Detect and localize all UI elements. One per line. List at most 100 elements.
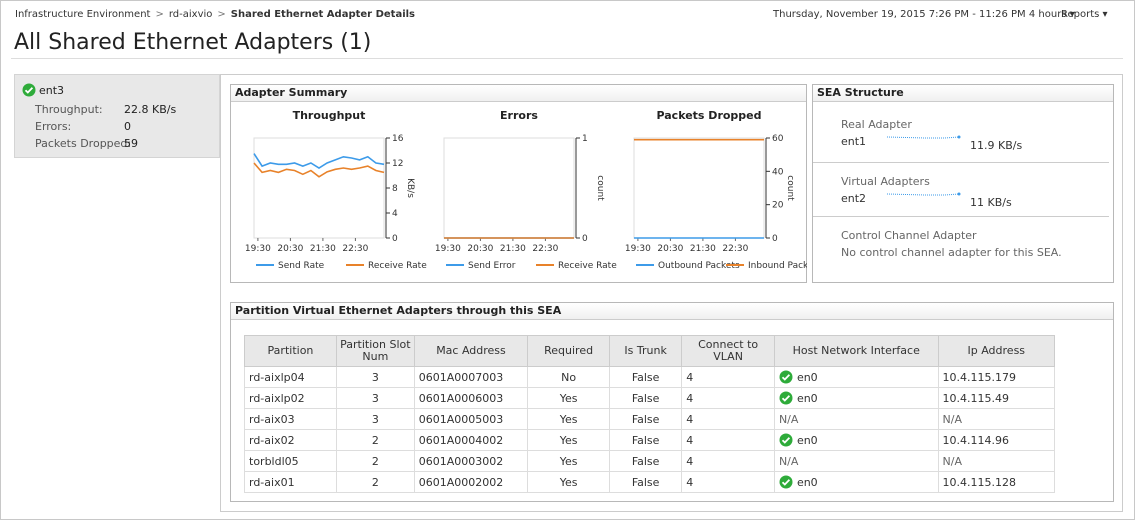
cell-text: en0 — [796, 392, 818, 405]
series-line — [253, 153, 385, 169]
cell: rd-aix03 — [244, 408, 337, 430]
x-tick-label: 22:30 — [722, 244, 748, 254]
cell: 0601A0003002 — [413, 450, 529, 472]
divider — [11, 58, 1123, 59]
panel-title: SEA Structure — [813, 85, 1113, 102]
legend-label: Receive Rate — [558, 261, 617, 271]
sparkline — [886, 192, 961, 196]
cell-text: en0 — [796, 371, 818, 384]
adapter-summary-panel: Adapter Summary — [230, 84, 807, 283]
y-tick-label: 40 — [772, 167, 784, 177]
x-tick-label: 20:30 — [657, 244, 683, 254]
chart-title: Packets Dropped — [656, 109, 761, 122]
cell-text: en0 — [796, 434, 818, 447]
time-range[interactable]: Thursday, November 19, 2015 7:26 PM - 11… — [773, 9, 1075, 20]
cell: rd-aix02 — [244, 429, 337, 451]
cell: 0601A0002002 — [413, 471, 529, 493]
chart-title: Throughput — [293, 109, 366, 122]
cell: en0 — [773, 387, 939, 409]
cell: 3 — [335, 387, 415, 409]
cell: rd-aixlp02 — [244, 387, 337, 409]
virtual-label: Virtual Adapters — [841, 175, 930, 188]
legend-label: Inbound Pack — [748, 261, 807, 271]
y-tick-label: 8 — [392, 184, 398, 194]
page-title: All Shared Ethernet Adapters (1) — [14, 30, 372, 55]
reports-menu[interactable]: Reports ▾ — [1061, 9, 1108, 20]
status-icon — [779, 391, 793, 405]
status-icon — [779, 370, 793, 384]
crumb[interactable]: rd-aixvio — [168, 9, 213, 20]
stat-value: 22.8 KB/s — [124, 103, 177, 116]
stat-label: Packets Dropped: — [35, 137, 132, 150]
crumb-current: Shared Ethernet Adapter Details — [230, 9, 416, 20]
control-text: No control channel adapter for this SEA. — [841, 246, 1062, 259]
y-axis-label: count — [595, 175, 605, 201]
virtual-value: 11 KB/s — [970, 196, 1012, 209]
table-row: rd-aixlp04 3 0601A0007003 No False 4 en0 10.4.1… — [244, 366, 1056, 388]
column-header: Partition — [244, 335, 337, 367]
panel-title: Adapter Summary — [231, 85, 806, 102]
cell: Yes — [527, 471, 610, 493]
y-tick-label: 20 — [772, 201, 784, 211]
cell: 3 — [335, 408, 415, 430]
content — [220, 74, 1123, 512]
cell: torbldl05 — [244, 450, 337, 472]
cell: en0 — [773, 366, 939, 388]
table-row: torbldl05 2 0601A0003002 Yes False 4 N/A N/A — [244, 450, 1056, 472]
sparkline — [886, 135, 961, 139]
cell: 4 — [681, 408, 775, 430]
x-tick-label: 19:30 — [625, 244, 651, 254]
real-value: 11.9 KB/s — [970, 139, 1023, 152]
cell: 2 — [335, 429, 415, 451]
y-tick-label: 12 — [392, 159, 403, 169]
time-text: Thursday, November 19, 2015 7:26 PM - 11… — [773, 9, 1026, 20]
y-tick-label: 0 — [772, 234, 778, 244]
cell-text: en0 — [796, 476, 818, 489]
y-tick-label: 4 — [392, 209, 398, 219]
real-name: ent1 — [841, 135, 867, 148]
legend-label: Send Rate — [278, 261, 325, 271]
cell: rd-aix01 — [244, 471, 337, 493]
y-axis-label: count — [785, 175, 795, 201]
x-tick-label: 20:30 — [277, 244, 303, 254]
table-row: rd-aix03 3 0601A0005003 Yes False 4 N/A N/A — [244, 408, 1056, 430]
cell: False — [608, 408, 683, 430]
legend-label: Outbound Packets — [658, 261, 740, 271]
plot-area — [633, 137, 765, 239]
cell: 4 — [681, 450, 775, 472]
series-line — [253, 162, 385, 178]
plot-area — [253, 137, 385, 239]
cell: 10.4.115.49 — [937, 387, 1056, 409]
y-tick-label: 1 — [582, 134, 588, 144]
cell: N/A — [937, 408, 1056, 430]
cell: en0 — [773, 429, 939, 451]
cell: 10.4.114.96 — [937, 429, 1056, 451]
real-label: Real Adapter — [841, 118, 912, 131]
cell: 4 — [681, 471, 775, 493]
adapter-card[interactable]: ent3 Throughput: 22.8 KB/s Errors: 0 Packets… — [14, 74, 220, 158]
x-tick-label: 22:30 — [342, 244, 368, 254]
cell: Yes — [527, 429, 610, 451]
cell: False — [608, 387, 683, 409]
plot-area — [443, 137, 575, 239]
status-icon — [779, 475, 793, 489]
separator — [813, 162, 1109, 163]
partitions-table: Partition Partition Slot Num Mac Address Re… — [244, 335, 1056, 493]
control-label: Control Channel Adapter — [841, 229, 977, 242]
column-header: Host Network Interface — [773, 335, 939, 367]
cell: 2 — [335, 450, 415, 472]
legend-label: Receive Rate — [368, 261, 427, 271]
cell: rd-aixlp04 — [244, 366, 337, 388]
cell: 10.4.115.179 — [937, 366, 1056, 388]
cell: 4 — [681, 429, 775, 451]
cell: N/A — [937, 450, 1056, 472]
cell: 0601A0005003 — [413, 408, 529, 430]
cell: 0601A0007003 — [413, 366, 529, 388]
crumb[interactable]: Infrastructure Environment — [15, 9, 151, 20]
cell: No — [527, 366, 610, 388]
sea-structure-panel: SEA Structure Real Adapter ent1 11.9 KB/… — [812, 84, 1114, 283]
x-tick-label: 21:30 — [310, 244, 336, 254]
stat-value: 59 — [124, 137, 138, 150]
cell: N/A — [773, 450, 939, 472]
